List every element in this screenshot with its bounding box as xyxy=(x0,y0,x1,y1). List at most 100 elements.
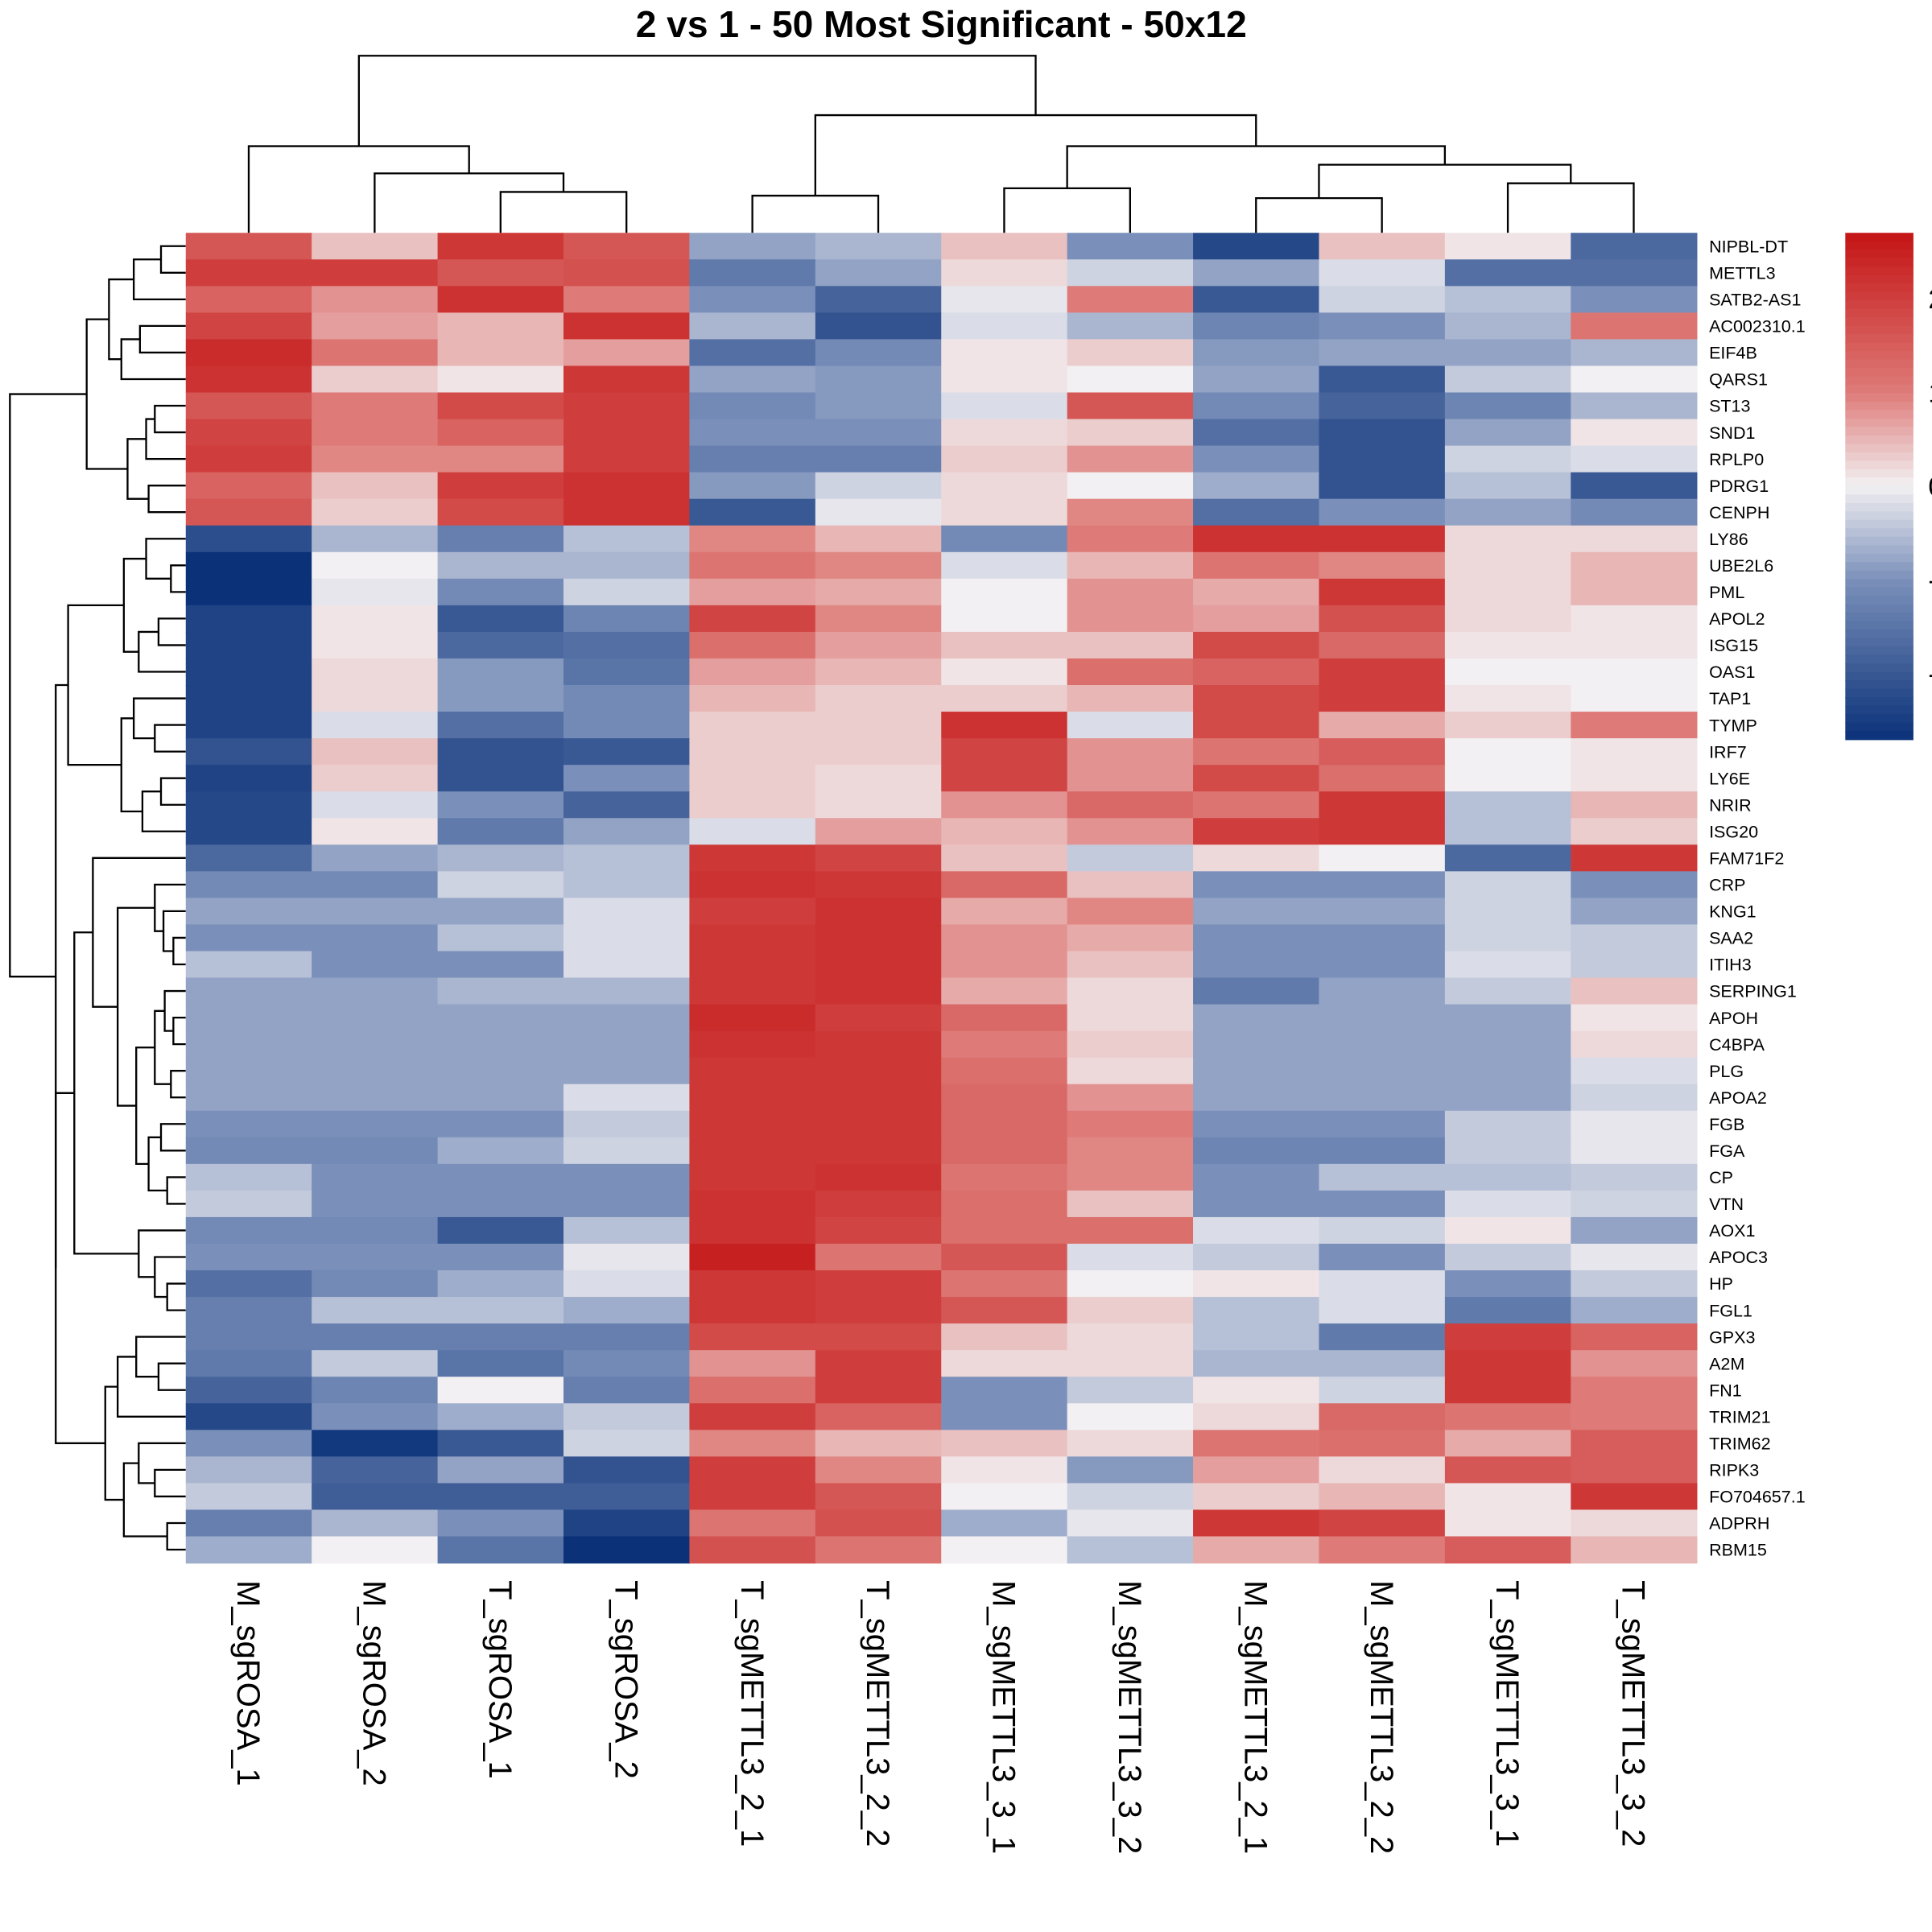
dendrogram-branch xyxy=(55,683,68,1269)
dendrogram-branch xyxy=(147,485,186,514)
heatmap-cell xyxy=(437,605,564,633)
heatmap-cell xyxy=(1193,1084,1320,1112)
heatmap-cell xyxy=(1067,312,1194,341)
heatmap-cell xyxy=(1067,1350,1194,1377)
row-label: LY86 xyxy=(1709,530,1748,549)
heatmap-cell xyxy=(689,1216,816,1245)
heatmap-cell xyxy=(1444,1216,1572,1245)
heatmap-cell xyxy=(1067,951,1194,979)
column-label: T_sgMETTL3_3_1 xyxy=(1489,1580,1525,1847)
dendrogram-branch xyxy=(170,1070,186,1099)
dendrogram-branch xyxy=(172,1016,186,1046)
heatmap-cell xyxy=(941,1137,1068,1165)
heatmap-cell xyxy=(1571,551,1698,580)
dendrogram-branch xyxy=(1255,197,1383,233)
heatmap-cell xyxy=(1444,844,1572,873)
heatmap-cell xyxy=(941,1483,1068,1511)
heatmap-cell xyxy=(1193,365,1320,394)
heatmap-cell xyxy=(437,551,564,580)
row-label: PDRG1 xyxy=(1709,477,1769,496)
heatmap-cell xyxy=(312,578,439,606)
heatmap-cell xyxy=(1571,1297,1698,1324)
heatmap-cell xyxy=(689,631,816,659)
heatmap-cell xyxy=(185,712,312,739)
heatmap-cell xyxy=(1067,1057,1194,1085)
heatmap-cell xyxy=(941,685,1068,712)
heatmap-cell xyxy=(437,472,564,500)
heatmap-cell xyxy=(1067,1377,1194,1405)
heatmap-cell xyxy=(1444,1137,1572,1165)
heatmap-cell xyxy=(1571,498,1698,526)
heatmap-cell xyxy=(941,1270,1068,1298)
heatmap-cell xyxy=(1193,1110,1320,1138)
row-label: FN1 xyxy=(1709,1381,1742,1400)
row-label: ST13 xyxy=(1709,397,1750,416)
heatmap-cell xyxy=(689,1190,816,1218)
row-label: RPLP0 xyxy=(1709,450,1764,469)
heatmap-cell xyxy=(1444,1377,1572,1405)
heatmap-cell xyxy=(1319,339,1446,367)
heatmap-cell xyxy=(1067,658,1194,686)
legend-swatch xyxy=(1845,291,1913,302)
heatmap-cell xyxy=(815,844,942,873)
heatmap-cell xyxy=(941,419,1068,447)
heatmap-cell xyxy=(689,898,816,926)
heatmap-cell xyxy=(312,1509,439,1538)
heatmap-cell xyxy=(1193,578,1320,606)
heatmap-cell xyxy=(1193,1430,1320,1458)
heatmap-cell xyxy=(437,1084,564,1112)
row-label: AC002310.1 xyxy=(1709,317,1806,336)
heatmap-cell xyxy=(185,578,312,606)
heatmap-cell xyxy=(437,498,564,526)
heatmap-cell xyxy=(564,1137,691,1165)
heatmap-cell xyxy=(312,525,439,553)
heatmap-cell xyxy=(941,1216,1068,1245)
legend-swatch xyxy=(1845,241,1913,251)
dendrogram-branch xyxy=(1066,145,1447,188)
heatmap-cell xyxy=(1571,472,1698,500)
heatmap-cell xyxy=(1444,1030,1572,1059)
heatmap-cell xyxy=(312,1483,439,1511)
heatmap-cell xyxy=(689,419,816,447)
column-label: M_sgMETTL3_2_2 xyxy=(1364,1580,1399,1854)
legend-swatch xyxy=(1845,494,1913,504)
heatmap-cell xyxy=(1444,1403,1572,1431)
legend-tick-label: -2 xyxy=(1928,659,1932,690)
heatmap-cell xyxy=(1193,712,1320,739)
dendrogram-branch xyxy=(67,604,124,766)
heatmap-cell xyxy=(1571,977,1698,1005)
heatmap-cell xyxy=(941,1057,1068,1085)
heatmap-cell xyxy=(1067,765,1194,792)
heatmap-cell xyxy=(437,765,564,792)
heatmap-cell xyxy=(437,1137,564,1165)
heatmap-cell xyxy=(941,1084,1068,1112)
heatmap-cell xyxy=(185,844,312,873)
heatmap-cell xyxy=(689,259,816,287)
heatmap-cell xyxy=(564,445,691,473)
heatmap-cell xyxy=(1319,658,1446,686)
heatmap-cell xyxy=(185,419,312,447)
heatmap-cell xyxy=(312,712,439,739)
heatmap-cell xyxy=(1193,871,1320,899)
heatmap-cell xyxy=(437,525,564,553)
heatmap-cell xyxy=(1444,1270,1572,1298)
legend-swatch xyxy=(1845,697,1913,707)
heatmap-cell xyxy=(185,233,312,261)
legend-swatch xyxy=(1845,452,1913,462)
legend-swatch xyxy=(1845,511,1913,521)
heatmap-cell xyxy=(564,312,691,341)
heatmap-cell xyxy=(185,525,312,553)
heatmap-cell xyxy=(312,365,439,394)
dendrogram-branch xyxy=(154,1256,186,1298)
row-label: FGB xyxy=(1709,1115,1744,1134)
heatmap-cell xyxy=(689,1270,816,1298)
heatmap-cell xyxy=(1067,1323,1194,1351)
heatmap-cells xyxy=(185,233,1698,1564)
heatmap-cell xyxy=(437,1430,564,1458)
heatmap-cell xyxy=(1319,1536,1446,1564)
heatmap-cell xyxy=(1444,312,1572,341)
dendrogram-branch xyxy=(163,989,186,1032)
heatmap-cell xyxy=(437,312,564,341)
heatmap-cell xyxy=(689,1430,816,1458)
heatmap-cell xyxy=(437,1243,564,1271)
